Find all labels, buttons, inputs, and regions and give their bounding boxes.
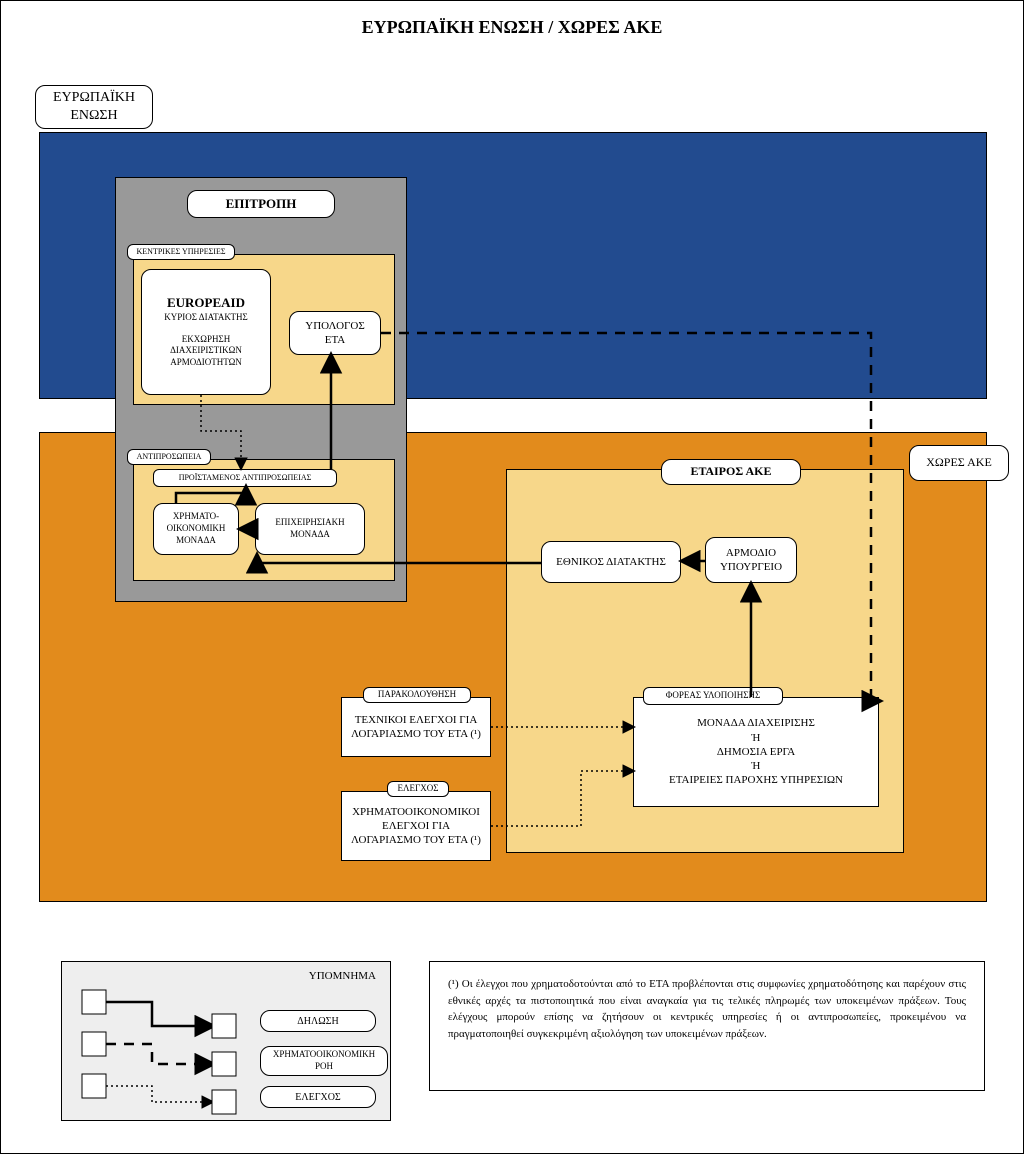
page-title: ΕΥΡΩΠΑΪΚΗ ΕΝΩΣΗ / ΧΩΡΕΣ ΑΚΕ <box>1 1 1023 46</box>
acp-label: ΧΩΡΕΣ ΑΚΕ <box>909 445 1009 481</box>
legend-title: ΥΠΟΜΝΗΜΑ <box>62 962 390 982</box>
control-text: ΧΡΗΜΑΤΟΟΙΚΟΝΟΜΙΚΟΙ ΕΛΕΓΧΟΙ ΓΙΑ ΛΟΓΑΡΙΑΣΜ… <box>348 805 484 848</box>
head-delegation-text: ΠΡΟΪΣΤΑΜΕΝΟΣ ΑΝΤΙΠΡΟΣΩΠΕΙΑΣ <box>179 473 312 483</box>
footnote-box: (¹) Οι έλεγχοι που χρηματοδοτούνται από … <box>429 961 985 1091</box>
ministry-text: ΑΡΜΟΔΙΟ ΥΠΟΥΡΓΕΙΟ <box>712 546 790 575</box>
control-label: ΕΛΕΓΧΟΣ <box>387 781 449 797</box>
footnote-text: (¹) Οι έλεγχοι που χρηματοδοτούνται από … <box>448 978 966 1040</box>
legend-control: ΕΛΕΓΧΟΣ <box>260 1086 376 1108</box>
head-delegation-box: ΠΡΟΪΣΤΑΜΕΝΟΣ ΑΝΤΙΠΡΟΣΩΠΕΙΑΣ <box>153 469 337 487</box>
impl-detail-text: ΜΟΝΑΔΑ ΔΙΑΧΕΙΡΙΣΗΣ Ή ΔΗΜΟΣΙΑ ΕΡΓΑ Ή ΕΤΑΙ… <box>640 702 872 802</box>
accountant-text: ΥΠΟΛΟΓΟΣ ΕΤΑ <box>296 319 374 348</box>
page: ΕΥΡΩΠΑΪΚΗ ΕΝΩΣΗ / ΧΩΡΕΣ ΑΚΕ ΕΥΡΩΠΑΪΚΗ ΕΝ… <box>0 0 1024 1154</box>
ministry-box: ΑΡΜΟΔΙΟ ΥΠΟΥΡΓΕΙΟ <box>705 537 797 583</box>
monitoring-label: ΠΑΡΑΚΟΛΟΥΘΗΣΗ <box>363 687 471 703</box>
central-services-text: ΚΕΝΤΡΙΚΕΣ ΥΠΗΡΕΣΙΕΣ <box>137 247 226 257</box>
operation-unit-box: ΕΠΙΧΕΙΡΗΣΙΑΚΗ ΜΟΝΑΔΑ <box>255 503 365 555</box>
commission-title: ΕΠΙΤΡΟΠΗ <box>187 190 335 218</box>
monitoring-box: ΤΕΧΝΙΚΟΙ ΕΛΕΓΧΟΙ ΓΙΑ ΛΟΓΑΡΙΑΣΜΟ ΤΟΥ ΕΤΑ … <box>341 697 491 757</box>
control-label-text: ΕΛΕΓΧΟΣ <box>398 783 439 795</box>
delegation-label: ΑΝΤΙΠΡΟΣΩΠΕΙΑ <box>127 449 211 465</box>
europeaid-sub2: ΕΚΧΩΡΗΣΗ ΔΙΑΧΕΙΡΙΣΤΙΚΩΝ ΑΡΜΟΔΙΟΤΗΤΩΝ <box>148 334 264 369</box>
impl-body-label-text: ΦΟΡΕΑΣ ΥΛΟΠΟΙΗΣΗΣ <box>666 690 760 702</box>
operation-unit-text: ΕΠΙΧΕΙΡΗΣΙΑΚΗ ΜΟΝΑΔΑ <box>262 517 358 540</box>
delegation-text: ΑΝΤΙΠΡΟΣΩΠΕΙΑ <box>137 452 202 462</box>
nao-box: ΕΘΝΙΚΟΣ ΔΙΑΤΑΚΤΗΣ <box>541 541 681 583</box>
control-box: ΧΡΗΜΑΤΟΟΙΚΟΝΟΜΙΚΟΙ ΕΛΕΓΧΟΙ ΓΙΑ ΛΟΓΑΡΙΑΣΜ… <box>341 791 491 861</box>
legend: ΥΠΟΜΝΗΜΑ ΔΗΛΩΣΗ ΧΡΗΜΑΤΟΟΙΚΟΝΟΜΙΚΗ ΡΟ <box>61 961 391 1121</box>
central-services-label: ΚΕΝΤΡΙΚΕΣ ΥΠΗΡΕΣΙΕΣ <box>127 244 235 260</box>
partner-title-text: ΕΤΑΙΡΟΣ ΑΚΕ <box>690 464 771 480</box>
legend-control-text: ΕΛΕΓΧΟΣ <box>295 1091 341 1104</box>
europeaid-box: EUROPEAID ΚΥΡΙΟΣ ΔΙΑΤΑΚΤΗΣ ΕΚΧΩΡΗΣΗ ΔΙΑΧ… <box>141 269 271 395</box>
impl-body-label: ΦΟΡΕΑΣ ΥΛΟΠΟΙΗΣΗΣ <box>643 687 783 705</box>
monitoring-label-text: ΠΑΡΑΚΟΛΟΥΘΗΣΗ <box>378 689 456 701</box>
europeaid-name: EUROPEAID <box>167 295 245 312</box>
legend-flow-text: ΧΡΗΜΑΤΟΟΙΚΟΝΟΜΙΚΗ ΡΟΗ <box>267 1049 381 1072</box>
commission-title-text: ΕΠΙΤΡΟΠΗ <box>226 196 297 213</box>
acp-label-text: ΧΩΡΕΣ ΑΚΕ <box>926 455 992 471</box>
europeaid-sub1: ΚΥΡΙΟΣ ΔΙΑΤΑΚΤΗΣ <box>164 312 247 324</box>
impl-body-box: ΜΟΝΑΔΑ ΔΙΑΧΕΙΡΙΣΗΣ Ή ΔΗΜΟΣΙΑ ΕΡΓΑ Ή ΕΤΑΙ… <box>633 697 879 807</box>
monitoring-text: ΤΕΧΝΙΚΟΙ ΕΛΕΓΧΟΙ ΓΙΑ ΛΟΓΑΡΙΑΣΜΟ ΤΟΥ ΕΤΑ … <box>348 713 484 742</box>
finance-unit-box: ΧΡΗΜΑΤΟ-ΟΙΚΟΝΟΜΙΚΗ ΜΟΝΑΔΑ <box>153 503 239 555</box>
legend-declaration-text: ΔΗΛΩΣΗ <box>297 1015 338 1028</box>
partner-title: ΕΤΑΙΡΟΣ ΑΚΕ <box>661 459 801 485</box>
accountant-box: ΥΠΟΛΟΓΟΣ ΕΤΑ <box>289 311 381 355</box>
eu-label: ΕΥΡΩΠΑΪΚΗ ΕΝΩΣΗ <box>35 85 153 129</box>
eu-label-text: ΕΥΡΩΠΑΪΚΗ ΕΝΩΣΗ <box>42 89 146 125</box>
legend-flow: ΧΡΗΜΑΤΟΟΙΚΟΝΟΜΙΚΗ ΡΟΗ <box>260 1046 388 1076</box>
finance-unit-text: ΧΡΗΜΑΤΟ-ΟΙΚΟΝΟΜΙΚΗ ΜΟΝΑΔΑ <box>160 511 232 546</box>
nao-text: ΕΘΝΙΚΟΣ ΔΙΑΤΑΚΤΗΣ <box>556 555 666 569</box>
legend-declaration: ΔΗΛΩΣΗ <box>260 1010 376 1032</box>
